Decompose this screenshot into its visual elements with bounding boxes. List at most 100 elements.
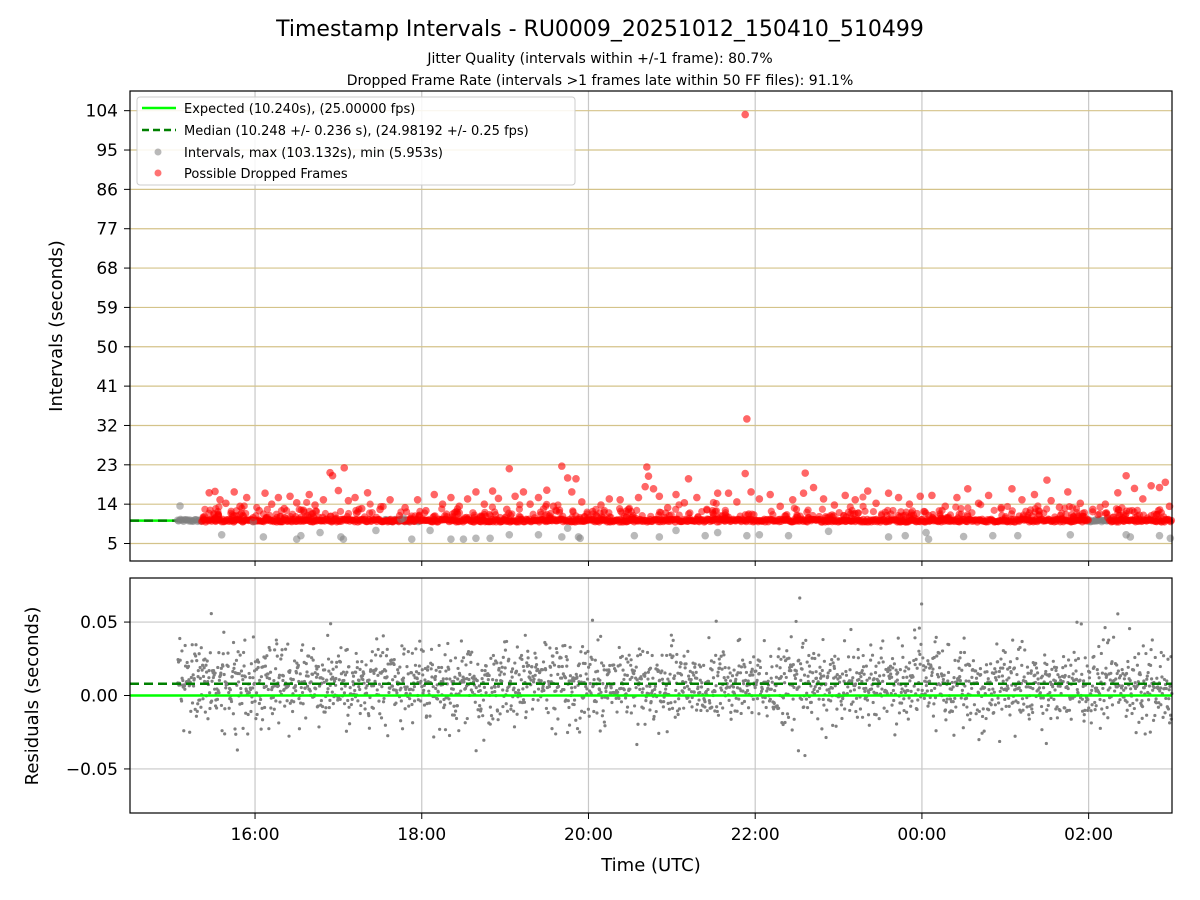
residual-point: [267, 727, 271, 731]
residual-point: [905, 675, 909, 679]
dropped-frame-point: [286, 512, 295, 521]
residuals-y-axis-label: Residuals (seconds): [22, 607, 43, 786]
residual-point: [716, 713, 721, 717]
residual-point: [254, 691, 259, 695]
residual-point: [267, 645, 271, 650]
residual-point: [950, 680, 954, 685]
residual-point: [909, 689, 913, 693]
residual-point: [919, 642, 923, 647]
residual-point: [519, 653, 524, 658]
residual-point: [219, 666, 223, 670]
residual-point: [1030, 707, 1034, 711]
residual-point: [354, 670, 358, 674]
dropped-frame-point: [624, 505, 633, 514]
residual-point: [418, 639, 422, 643]
residual-point: [1054, 668, 1058, 673]
residual-point: [840, 672, 845, 676]
residual-point: [770, 665, 774, 669]
residual-point: [649, 700, 653, 704]
residual-point: [968, 663, 972, 668]
residual-point: [574, 672, 578, 676]
residual-point: [849, 627, 853, 632]
residual-point: [934, 635, 938, 639]
residual-point: [735, 709, 739, 713]
residual-point: [1074, 677, 1079, 682]
dropped-frame-point: [733, 498, 741, 506]
residual-point: [623, 696, 628, 700]
residual-point: [809, 700, 813, 704]
residual-point: [343, 684, 347, 688]
residual-point: [492, 662, 496, 666]
residual-point: [1098, 726, 1102, 730]
interval-point: [563, 524, 572, 533]
residual-point: [206, 717, 210, 721]
residual-point: [644, 699, 648, 703]
residual-point: [1076, 656, 1081, 661]
dropped-frame-point: [1139, 495, 1147, 503]
residual-point: [420, 685, 424, 689]
residual-point: [207, 676, 211, 680]
residual-point: [1140, 699, 1144, 703]
residual-point: [1108, 678, 1112, 682]
residual-point: [486, 678, 490, 682]
residual-point: [274, 638, 278, 642]
residual-point: [1022, 675, 1026, 679]
residual-point: [618, 663, 622, 667]
dropped-frame-point: [549, 502, 558, 511]
residual-point: [509, 670, 514, 674]
residual-point: [859, 675, 863, 679]
residual-point: [933, 696, 938, 700]
residual-point: [922, 668, 926, 672]
residual-point: [693, 662, 697, 666]
residual-point: [1023, 648, 1027, 652]
dropped-frame-point: [267, 500, 276, 508]
residual-point: [656, 668, 661, 673]
residual-point: [300, 690, 305, 695]
residual-point: [570, 686, 574, 690]
dropped-frame-point: [366, 500, 374, 508]
residual-point: [459, 639, 464, 643]
residual-point: [1167, 688, 1171, 692]
residual-point: [675, 709, 680, 713]
residual-point: [933, 640, 937, 644]
residual-point: [698, 690, 702, 695]
residual-point: [390, 684, 395, 688]
residual-point: [401, 679, 405, 683]
y-tick-label: 104: [86, 102, 118, 122]
residual-point: [437, 665, 441, 670]
dropped-frame-point: [1114, 488, 1122, 497]
residual-point: [1157, 701, 1161, 705]
residual-point: [802, 705, 806, 709]
residual-point: [1129, 687, 1133, 691]
residual-point: [630, 675, 634, 679]
residual-point: [930, 670, 934, 675]
residual-point: [916, 688, 920, 692]
residual-point: [512, 686, 516, 690]
residual-point: [641, 649, 645, 653]
residual-point: [960, 688, 964, 692]
residual-point: [1054, 665, 1059, 670]
residual-point: [896, 670, 900, 675]
residual-point: [567, 705, 571, 710]
residual-point: [586, 649, 590, 654]
residual-point: [303, 686, 307, 690]
residual-point: [1168, 721, 1172, 725]
residual-point: [268, 648, 272, 652]
dropped-frame-point: [545, 512, 554, 520]
residual-point: [365, 684, 369, 688]
interval-point: [959, 532, 968, 541]
residual-point: [285, 699, 289, 703]
residual-point: [466, 650, 471, 654]
residual-point: [354, 651, 358, 656]
residual-point: [687, 674, 691, 678]
residual-point: [400, 727, 405, 731]
residual-point: [698, 665, 703, 669]
residual-point: [1021, 708, 1025, 712]
residual-point: [597, 688, 602, 692]
interval-point: [755, 530, 764, 539]
residual-point: [1080, 672, 1084, 676]
residual-point: [713, 689, 717, 694]
residual-point: [682, 686, 687, 690]
residual-point: [732, 668, 736, 672]
residual-point: [1141, 644, 1145, 648]
